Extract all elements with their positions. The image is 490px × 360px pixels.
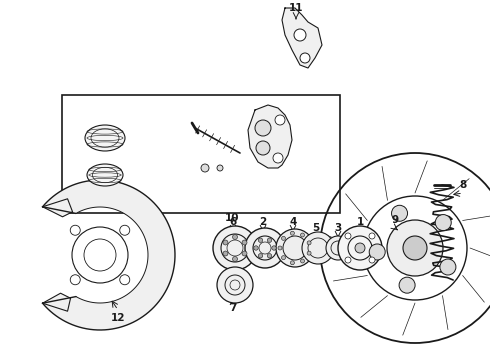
Circle shape [245,228,285,268]
Circle shape [232,234,238,239]
Polygon shape [43,180,175,330]
Circle shape [223,240,228,245]
Circle shape [399,277,415,293]
Circle shape [345,257,351,263]
Circle shape [217,165,223,171]
Circle shape [276,229,314,267]
Circle shape [282,256,286,260]
Circle shape [369,244,385,260]
Text: 6: 6 [229,217,237,227]
Circle shape [273,153,283,163]
Ellipse shape [85,125,125,151]
Circle shape [294,29,306,41]
Circle shape [255,120,271,136]
Circle shape [254,246,258,250]
Circle shape [369,233,375,239]
Text: 1: 1 [356,217,364,227]
Text: 4: 4 [289,217,296,227]
Polygon shape [248,105,292,168]
Circle shape [268,238,271,242]
Circle shape [232,256,238,261]
Circle shape [70,225,80,235]
Text: 7: 7 [229,303,237,313]
Circle shape [300,53,310,63]
Text: 9: 9 [392,215,398,225]
Circle shape [275,115,285,125]
Circle shape [338,226,382,270]
Text: 8: 8 [459,180,466,190]
Circle shape [307,251,311,255]
Circle shape [355,243,365,253]
Polygon shape [43,293,71,311]
Circle shape [201,164,209,172]
Circle shape [326,236,350,260]
Circle shape [440,259,456,275]
Text: 3: 3 [334,223,342,233]
Bar [62,95,340,213]
Circle shape [120,225,130,235]
Circle shape [223,251,228,256]
Ellipse shape [87,164,123,186]
Circle shape [213,226,257,270]
Circle shape [217,267,253,303]
Circle shape [300,259,304,263]
Circle shape [291,261,294,265]
Circle shape [268,253,271,258]
Text: 11: 11 [289,3,303,13]
Circle shape [278,246,282,250]
Circle shape [307,241,311,245]
Circle shape [302,232,334,264]
Circle shape [282,237,286,240]
Circle shape [369,257,375,263]
Circle shape [120,275,130,285]
Text: 12: 12 [111,313,125,323]
Circle shape [300,233,304,237]
Text: 5: 5 [313,223,319,233]
Polygon shape [282,8,322,68]
Circle shape [387,220,443,276]
Circle shape [291,231,294,235]
Text: 2: 2 [259,217,267,227]
Circle shape [272,246,276,250]
Circle shape [392,205,408,221]
Circle shape [345,233,351,239]
Circle shape [256,141,270,155]
Circle shape [435,215,451,230]
Circle shape [72,227,128,283]
Circle shape [70,275,80,285]
Circle shape [242,240,247,245]
Circle shape [258,238,263,242]
Circle shape [242,251,247,256]
Polygon shape [43,199,73,217]
Text: 10: 10 [225,213,239,223]
Circle shape [403,236,427,260]
Circle shape [258,253,263,258]
